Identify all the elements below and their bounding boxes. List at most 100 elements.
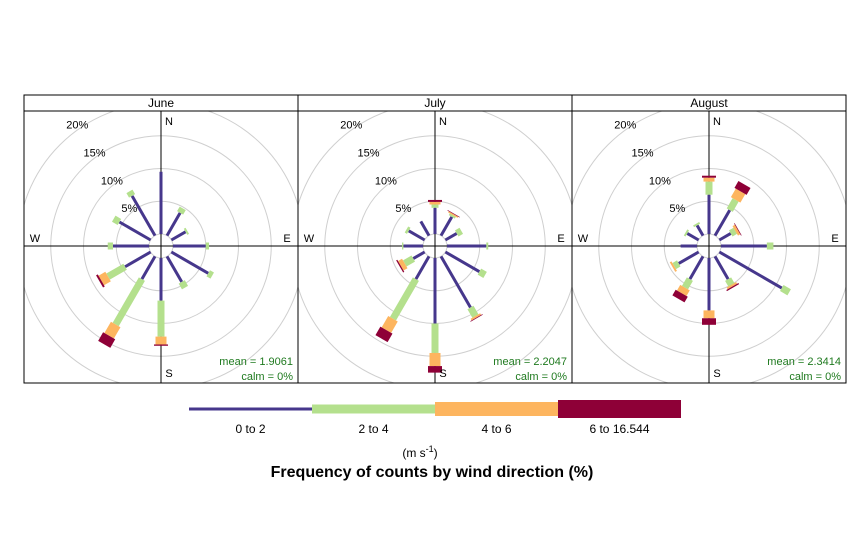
spoke-210-bin-2 <box>676 284 690 297</box>
compass-s: S <box>165 368 172 380</box>
ring-label: 20% <box>66 120 88 132</box>
spoke-120-bin-0 <box>170 250 210 275</box>
spoke-240-bin-2 <box>398 258 408 271</box>
spoke-210-bin-1 <box>112 277 145 327</box>
spoke-240-bin-2 <box>669 261 677 272</box>
spoke-210-bin-2 <box>104 321 121 339</box>
spoke-240-bin-3 <box>96 274 105 288</box>
spoke-150-bin-2 <box>470 313 482 321</box>
spoke-300-bin-0 <box>407 229 426 242</box>
calm-label: calm = 0% <box>241 371 293 383</box>
panel-strip-label: July <box>424 96 445 110</box>
spoke-330-bin-0 <box>130 195 157 237</box>
legend: 0 to 2 2 to 4 4 to 6 6 to 16.544 <box>189 400 681 436</box>
spoke-330-bin-0 <box>419 220 431 237</box>
panel-strip-label: June <box>148 96 174 110</box>
compass-n: N <box>439 116 447 128</box>
unit-label-exp: -1 <box>426 444 434 454</box>
spoke-30-bin-2 <box>730 188 746 203</box>
ring-label: 20% <box>340 120 362 132</box>
compass-s: S <box>439 368 446 380</box>
ring-label: 15% <box>84 148 106 160</box>
spoke-60-bin-1 <box>183 227 190 235</box>
spoke-30-bin-1 <box>177 206 186 215</box>
spoke-30-bin-1 <box>448 213 456 219</box>
compass-w: W <box>578 233 589 245</box>
spoke-30-bin-0 <box>439 216 454 237</box>
spoke-120-bin-1 <box>477 268 487 278</box>
calm-label: calm = 0% <box>789 371 841 383</box>
spoke-240-bin-0 <box>678 250 700 265</box>
chart-title: Frequency of counts by wind direction (%… <box>271 464 594 481</box>
spoke-30-bin-0 <box>165 212 182 237</box>
spoke-210-bin-0 <box>688 255 705 280</box>
calm-label: calm = 0% <box>515 371 567 383</box>
mean-label: mean = 1.9061 <box>219 356 293 368</box>
unit-label: (m s-1) <box>402 444 437 460</box>
spoke-210-bin-0 <box>414 255 431 280</box>
spoke-150-bin-2 <box>726 282 738 290</box>
compass-e: E <box>557 233 564 245</box>
spoke-30-bin-2 <box>448 211 459 218</box>
legend-label-1: 2 to 4 <box>358 422 388 436</box>
spoke-300-bin-1 <box>111 215 122 226</box>
spoke-60-bin-1 <box>728 227 738 237</box>
spoke-330-bin-1 <box>693 221 701 228</box>
ring-label: 5% <box>121 203 137 215</box>
spoke-210-bin-1 <box>681 277 693 290</box>
legend-label-2: 4 to 6 <box>481 422 511 436</box>
spoke-120-bin-1 <box>206 270 214 279</box>
spoke-150-bin-1 <box>178 280 189 290</box>
compass-w: W <box>304 233 315 245</box>
spoke-300-bin-0 <box>118 220 152 242</box>
spoke-240-bin-3 <box>396 259 405 273</box>
spoke-120-bin-0 <box>444 250 481 273</box>
spoke-150-bin-0 <box>165 255 184 283</box>
ring-label: 10% <box>101 175 123 187</box>
unit-label-text: (m s <box>402 446 425 460</box>
spoke-60-bin-2 <box>732 224 741 236</box>
ring-label: 20% <box>614 120 636 132</box>
spoke-300-bin-1 <box>683 229 690 237</box>
spoke-30-bin-3 <box>734 181 751 195</box>
compass-e: E <box>831 233 838 245</box>
ring-label: 15% <box>358 148 380 160</box>
compass-w: W <box>30 233 41 245</box>
spoke-150-bin-1 <box>725 277 735 287</box>
panel-border <box>571 110 847 384</box>
spoke-330-bin-0 <box>695 224 705 237</box>
spoke-210-bin-0 <box>140 255 157 280</box>
spoke-60-bin-0 <box>718 232 732 242</box>
spoke-210-bin-3 <box>98 332 116 348</box>
ring-label: 10% <box>375 175 397 187</box>
spoke-240-bin-2 <box>98 271 111 286</box>
spoke-60-bin-1 <box>454 227 464 237</box>
compass-n: N <box>713 116 721 128</box>
spoke-60-bin-0 <box>444 232 458 242</box>
spoke-120-bin-1 <box>780 284 791 296</box>
ring-label: 5% <box>395 203 411 215</box>
unit-label-close: ) <box>434 446 438 460</box>
spoke-240-bin-1 <box>106 263 127 280</box>
spoke-30-bin-1 <box>726 198 739 212</box>
mean-label: mean = 2.3414 <box>767 356 841 368</box>
compass-s: S <box>713 368 720 380</box>
spoke-210-bin-3 <box>672 289 688 303</box>
spoke-210-bin-3 <box>375 326 393 343</box>
spoke-150-bin-1 <box>467 305 479 318</box>
spoke-330-bin-1 <box>126 189 136 198</box>
compass-n: N <box>165 116 173 128</box>
spoke-240-bin-0 <box>412 250 426 260</box>
spoke-150-bin-0 <box>713 255 730 280</box>
spoke-240-bin-0 <box>124 250 152 269</box>
legend-label-3: 6 to 16.544 <box>589 422 649 436</box>
spoke-300-bin-1 <box>404 226 411 234</box>
spoke-60-bin-0 <box>170 230 187 242</box>
